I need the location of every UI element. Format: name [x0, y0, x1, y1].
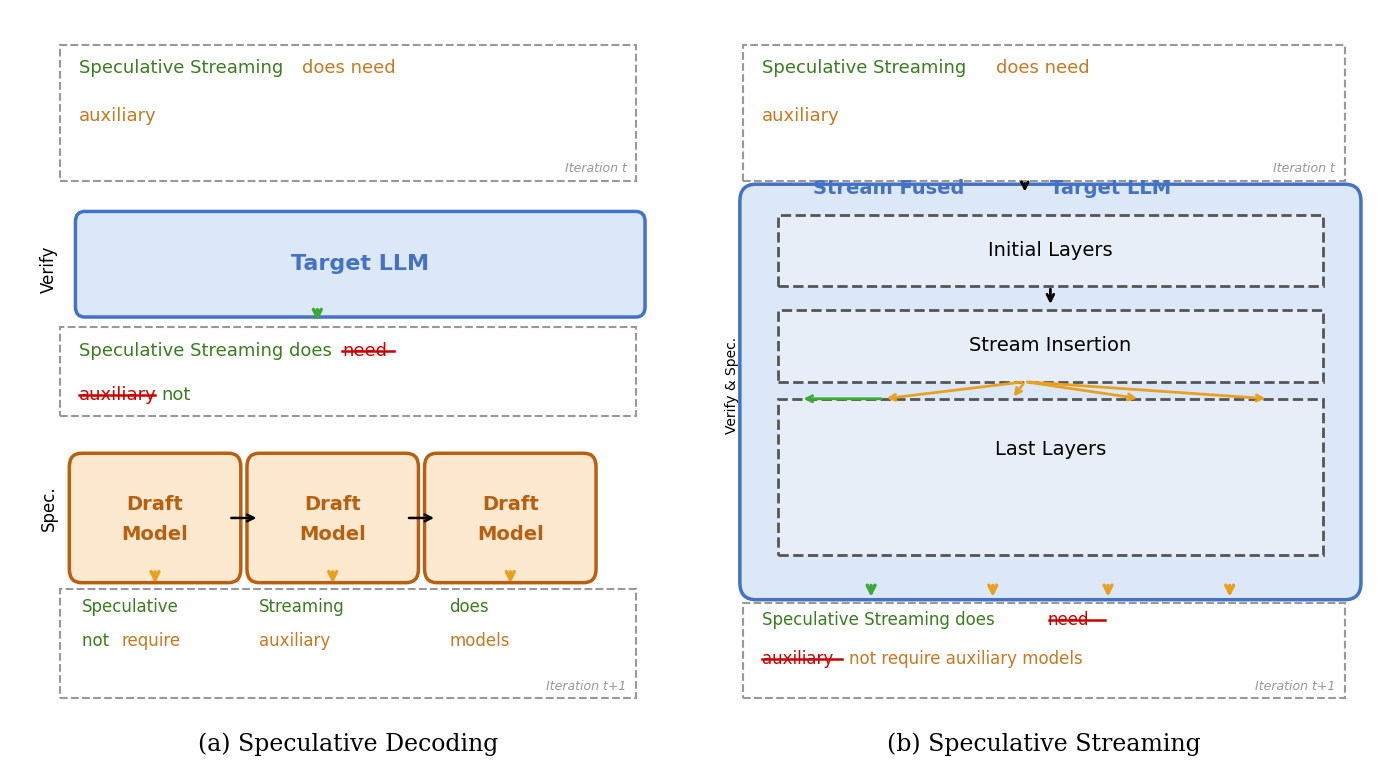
Text: not require auxiliary models: not require auxiliary models — [849, 650, 1083, 668]
Text: Speculative Streaming: Speculative Streaming — [763, 60, 972, 77]
Text: Speculative Streaming: Speculative Streaming — [78, 60, 288, 77]
FancyBboxPatch shape — [425, 454, 596, 583]
Text: require: require — [121, 632, 181, 649]
FancyBboxPatch shape — [246, 454, 419, 583]
FancyBboxPatch shape — [743, 603, 1345, 698]
Text: Speculative: Speculative — [82, 598, 178, 615]
Text: Iteration t: Iteration t — [565, 163, 626, 176]
Text: Streaming: Streaming — [259, 598, 345, 615]
Text: (a) Speculative Decoding: (a) Speculative Decoding — [198, 732, 498, 756]
Text: Speculative Streaming does: Speculative Streaming does — [763, 611, 1001, 629]
Text: Target LLM: Target LLM — [291, 254, 429, 274]
Text: not: not — [161, 386, 191, 404]
Text: Spec.: Spec. — [40, 485, 58, 530]
FancyBboxPatch shape — [778, 310, 1322, 382]
Text: auxiliary: auxiliary — [259, 632, 330, 649]
Text: Stream Insertion: Stream Insertion — [969, 337, 1132, 355]
Text: Last Layers: Last Layers — [995, 440, 1107, 459]
Text: Initial Layers: Initial Layers — [988, 241, 1112, 260]
FancyBboxPatch shape — [60, 590, 636, 698]
Text: Iteration t: Iteration t — [1274, 163, 1335, 176]
Text: not: not — [82, 632, 114, 649]
Text: auxiliary: auxiliary — [78, 107, 156, 125]
Text: auxiliary: auxiliary — [763, 107, 839, 125]
Text: auxiliary: auxiliary — [763, 650, 834, 668]
Text: Speculative Streaming does: Speculative Streaming does — [78, 342, 337, 360]
Text: models: models — [450, 632, 509, 649]
Text: need: need — [1047, 611, 1089, 629]
Text: Draft: Draft — [482, 495, 539, 514]
Text: does need: does need — [997, 60, 1090, 77]
Text: does: does — [450, 598, 489, 615]
Text: Model: Model — [299, 526, 366, 544]
FancyBboxPatch shape — [60, 45, 636, 181]
FancyBboxPatch shape — [778, 215, 1322, 286]
FancyBboxPatch shape — [70, 454, 241, 583]
Text: (b) Speculative Streaming: (b) Speculative Streaming — [887, 732, 1201, 756]
Text: Model: Model — [121, 526, 188, 544]
Text: Model: Model — [477, 526, 544, 544]
Text: need: need — [342, 342, 387, 360]
Text: Draft: Draft — [305, 495, 361, 514]
Text: auxiliary: auxiliary — [78, 386, 156, 404]
FancyBboxPatch shape — [778, 399, 1322, 556]
Text: Stream Fused: Stream Fused — [813, 179, 965, 198]
Text: does need: does need — [302, 60, 395, 77]
FancyBboxPatch shape — [743, 45, 1345, 181]
FancyBboxPatch shape — [741, 184, 1361, 600]
FancyBboxPatch shape — [60, 327, 636, 416]
FancyBboxPatch shape — [75, 211, 644, 317]
Text: Verify & Spec.: Verify & Spec. — [724, 337, 739, 433]
Text: Draft: Draft — [127, 495, 184, 514]
Text: Iteration t+1: Iteration t+1 — [1256, 680, 1335, 693]
Text: Target LLM: Target LLM — [1051, 179, 1172, 198]
Text: Iteration t+1: Iteration t+1 — [546, 680, 626, 693]
Text: Verify: Verify — [40, 245, 58, 293]
